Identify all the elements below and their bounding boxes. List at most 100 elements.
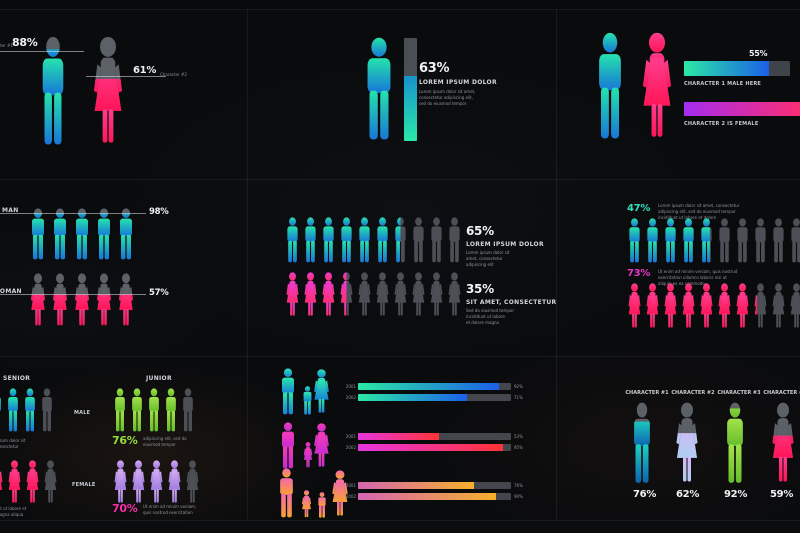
note-line: adipiscing elit, sed do eiusmod tempor [658, 209, 736, 214]
note-line: et dolore magna [466, 320, 500, 325]
women-percent: 73% [627, 268, 651, 279]
character2-percent: 62% [676, 489, 700, 500]
man-callout-line [0, 51, 84, 52]
bar-percent: 95% [514, 445, 523, 450]
women-note: Ut enim ad minim veniam, quis nostrud ex… [658, 269, 737, 287]
character1-figure [629, 402, 655, 484]
text-line: Ut enim ad minim veniam, [143, 504, 197, 509]
woman-line [0, 294, 146, 295]
body-line: consectetur adipiscing elit, [419, 95, 473, 100]
text-line: incididunt ut labore et [0, 506, 27, 511]
bar-label: 2001 [345, 483, 356, 488]
bar-percent: 71% [514, 395, 523, 400]
senior-female-text: incididunt ut labore et dolore magna ali… [0, 506, 26, 518]
women-row [626, 283, 800, 329]
junior-header: JUNIOR [146, 375, 172, 382]
family2-woman [311, 423, 332, 468]
man-label: MAN [2, 207, 19, 214]
junior-male-text: adipiscing elit, sed do eiusmod tempor [143, 436, 187, 448]
family3-bar1 [358, 482, 511, 489]
character1-label: Character #1 [0, 43, 13, 48]
note-line: amet, consectetur [466, 256, 503, 261]
bar-label: 2002 [345, 445, 356, 450]
percent: 63% [419, 61, 450, 76]
man-figure [360, 37, 398, 141]
top-crop-strip [0, 0, 800, 9]
bar-label: 2001 [345, 434, 356, 439]
family1-man [278, 368, 298, 415]
panel-pictograph-47-73: 47% Lorem ipsum dolor sit amet, consecte… [556, 179, 800, 356]
character2-header: CHARACTER #2 [671, 390, 715, 396]
senior-male-group [0, 388, 55, 432]
panel-four-characters: CHARACTER #1 CHARACTER #2 CHARACTER #3 C… [556, 356, 800, 520]
male-caption: CHARACTER 1 MALE HERE [684, 81, 762, 87]
panel-couple-bars: 55% CHARACTER 1 MALE HERE CHARACTER 2 IS… [556, 9, 800, 179]
grid-hline-4 [0, 520, 800, 521]
family1-bar2 [358, 394, 511, 401]
junior-male-percent: 76% [112, 434, 138, 447]
family2-man [278, 422, 298, 469]
panel-senior-junior: SENIOR JUNIOR MALE Lorem ipsum dolor sit… [0, 356, 247, 520]
note-line: Ut enim ad minim veniam, quis nostrud [658, 269, 738, 274]
note-line: Lorem ipsum dolor sit [466, 250, 510, 255]
women-percent: 35% [466, 282, 494, 296]
junior-female-percent: 70% [112, 502, 138, 515]
family3-bar2 [358, 493, 511, 500]
note-line: aliquip ex ea commodo [658, 281, 705, 286]
text-line: eiusmod tempor [143, 442, 176, 447]
junior-male-group [112, 388, 196, 432]
text-line: amet, consectetur [0, 444, 19, 449]
man-percent: 98% [149, 207, 169, 217]
title: LOREM IPSUM DOLOR [419, 79, 497, 86]
woman-figure [637, 32, 677, 140]
text-line: adipiscing elit, sed do [143, 436, 187, 441]
character2-figure [672, 402, 702, 484]
character1-percent: 76% [633, 489, 657, 500]
character1-header: CHARACTER #1 [625, 390, 669, 396]
panel-pictograph-65-35: 65% LOREM IPSUM DOLOR Lorem ipsum dolor … [247, 179, 556, 356]
note-line: exercitation ullamco laboris nisi ut [658, 275, 727, 280]
man-figure [592, 32, 628, 140]
character4-header: CHARACTER #4 [763, 390, 800, 396]
junior-female-text: Ut enim ad minim veniam, quis nostrud ex… [143, 504, 196, 516]
women-note: Sed do eiusmod tempor incididunt ut labo… [466, 308, 514, 326]
woman-callout-line [86, 76, 166, 77]
man-percent: 88% [12, 36, 38, 49]
grid-vline-2 [556, 9, 557, 520]
men-percent: 65% [466, 224, 494, 238]
bar-label: 2002 [345, 395, 356, 400]
grid-vline-1 [247, 9, 248, 520]
family2-bar1 [358, 433, 511, 440]
character3-figure [722, 402, 748, 484]
bar-label: 2002 [345, 494, 356, 499]
men-note: Lorem ipsum dolor sit amet, consectetur … [658, 203, 739, 221]
panel-man-woman-rows: MAN 98% WOMAN 57% [0, 179, 247, 356]
text-line: quis nostrud exercitation [143, 510, 193, 515]
woman-label: WOMAN [0, 288, 22, 295]
man-line [0, 213, 146, 214]
character3-header: CHARACTER #3 [717, 390, 761, 396]
body-text: Lorem ipsum dolor sit amet, consectetur … [419, 89, 475, 107]
family2-bar2 [358, 444, 511, 451]
family3-girl [300, 490, 313, 518]
junior-female-group [112, 460, 201, 504]
note-line: adipiscing elit [466, 262, 494, 267]
grid-hline-3 [0, 356, 800, 357]
text-line: dolore magna aliqua [0, 512, 24, 517]
woman-figure [88, 36, 128, 146]
senior-female-group [0, 460, 59, 504]
bottom-crop-strip [0, 521, 800, 533]
body-line: Lorem ipsum dolor sit amet, [419, 89, 476, 94]
senior-header: SENIOR [3, 375, 31, 382]
men-row [28, 208, 136, 260]
character2-label: Character #2 [160, 72, 187, 77]
bar-percent: 90% [514, 494, 523, 499]
note-line: Sed do eiusmod tempor [466, 308, 514, 313]
man-figure [36, 36, 70, 146]
female-label: FEMALE [72, 482, 96, 488]
bar-label: 2001 [345, 384, 356, 389]
women-row [28, 273, 136, 327]
grid-hline-1 [0, 9, 800, 10]
men-percent: 47% [627, 203, 651, 214]
